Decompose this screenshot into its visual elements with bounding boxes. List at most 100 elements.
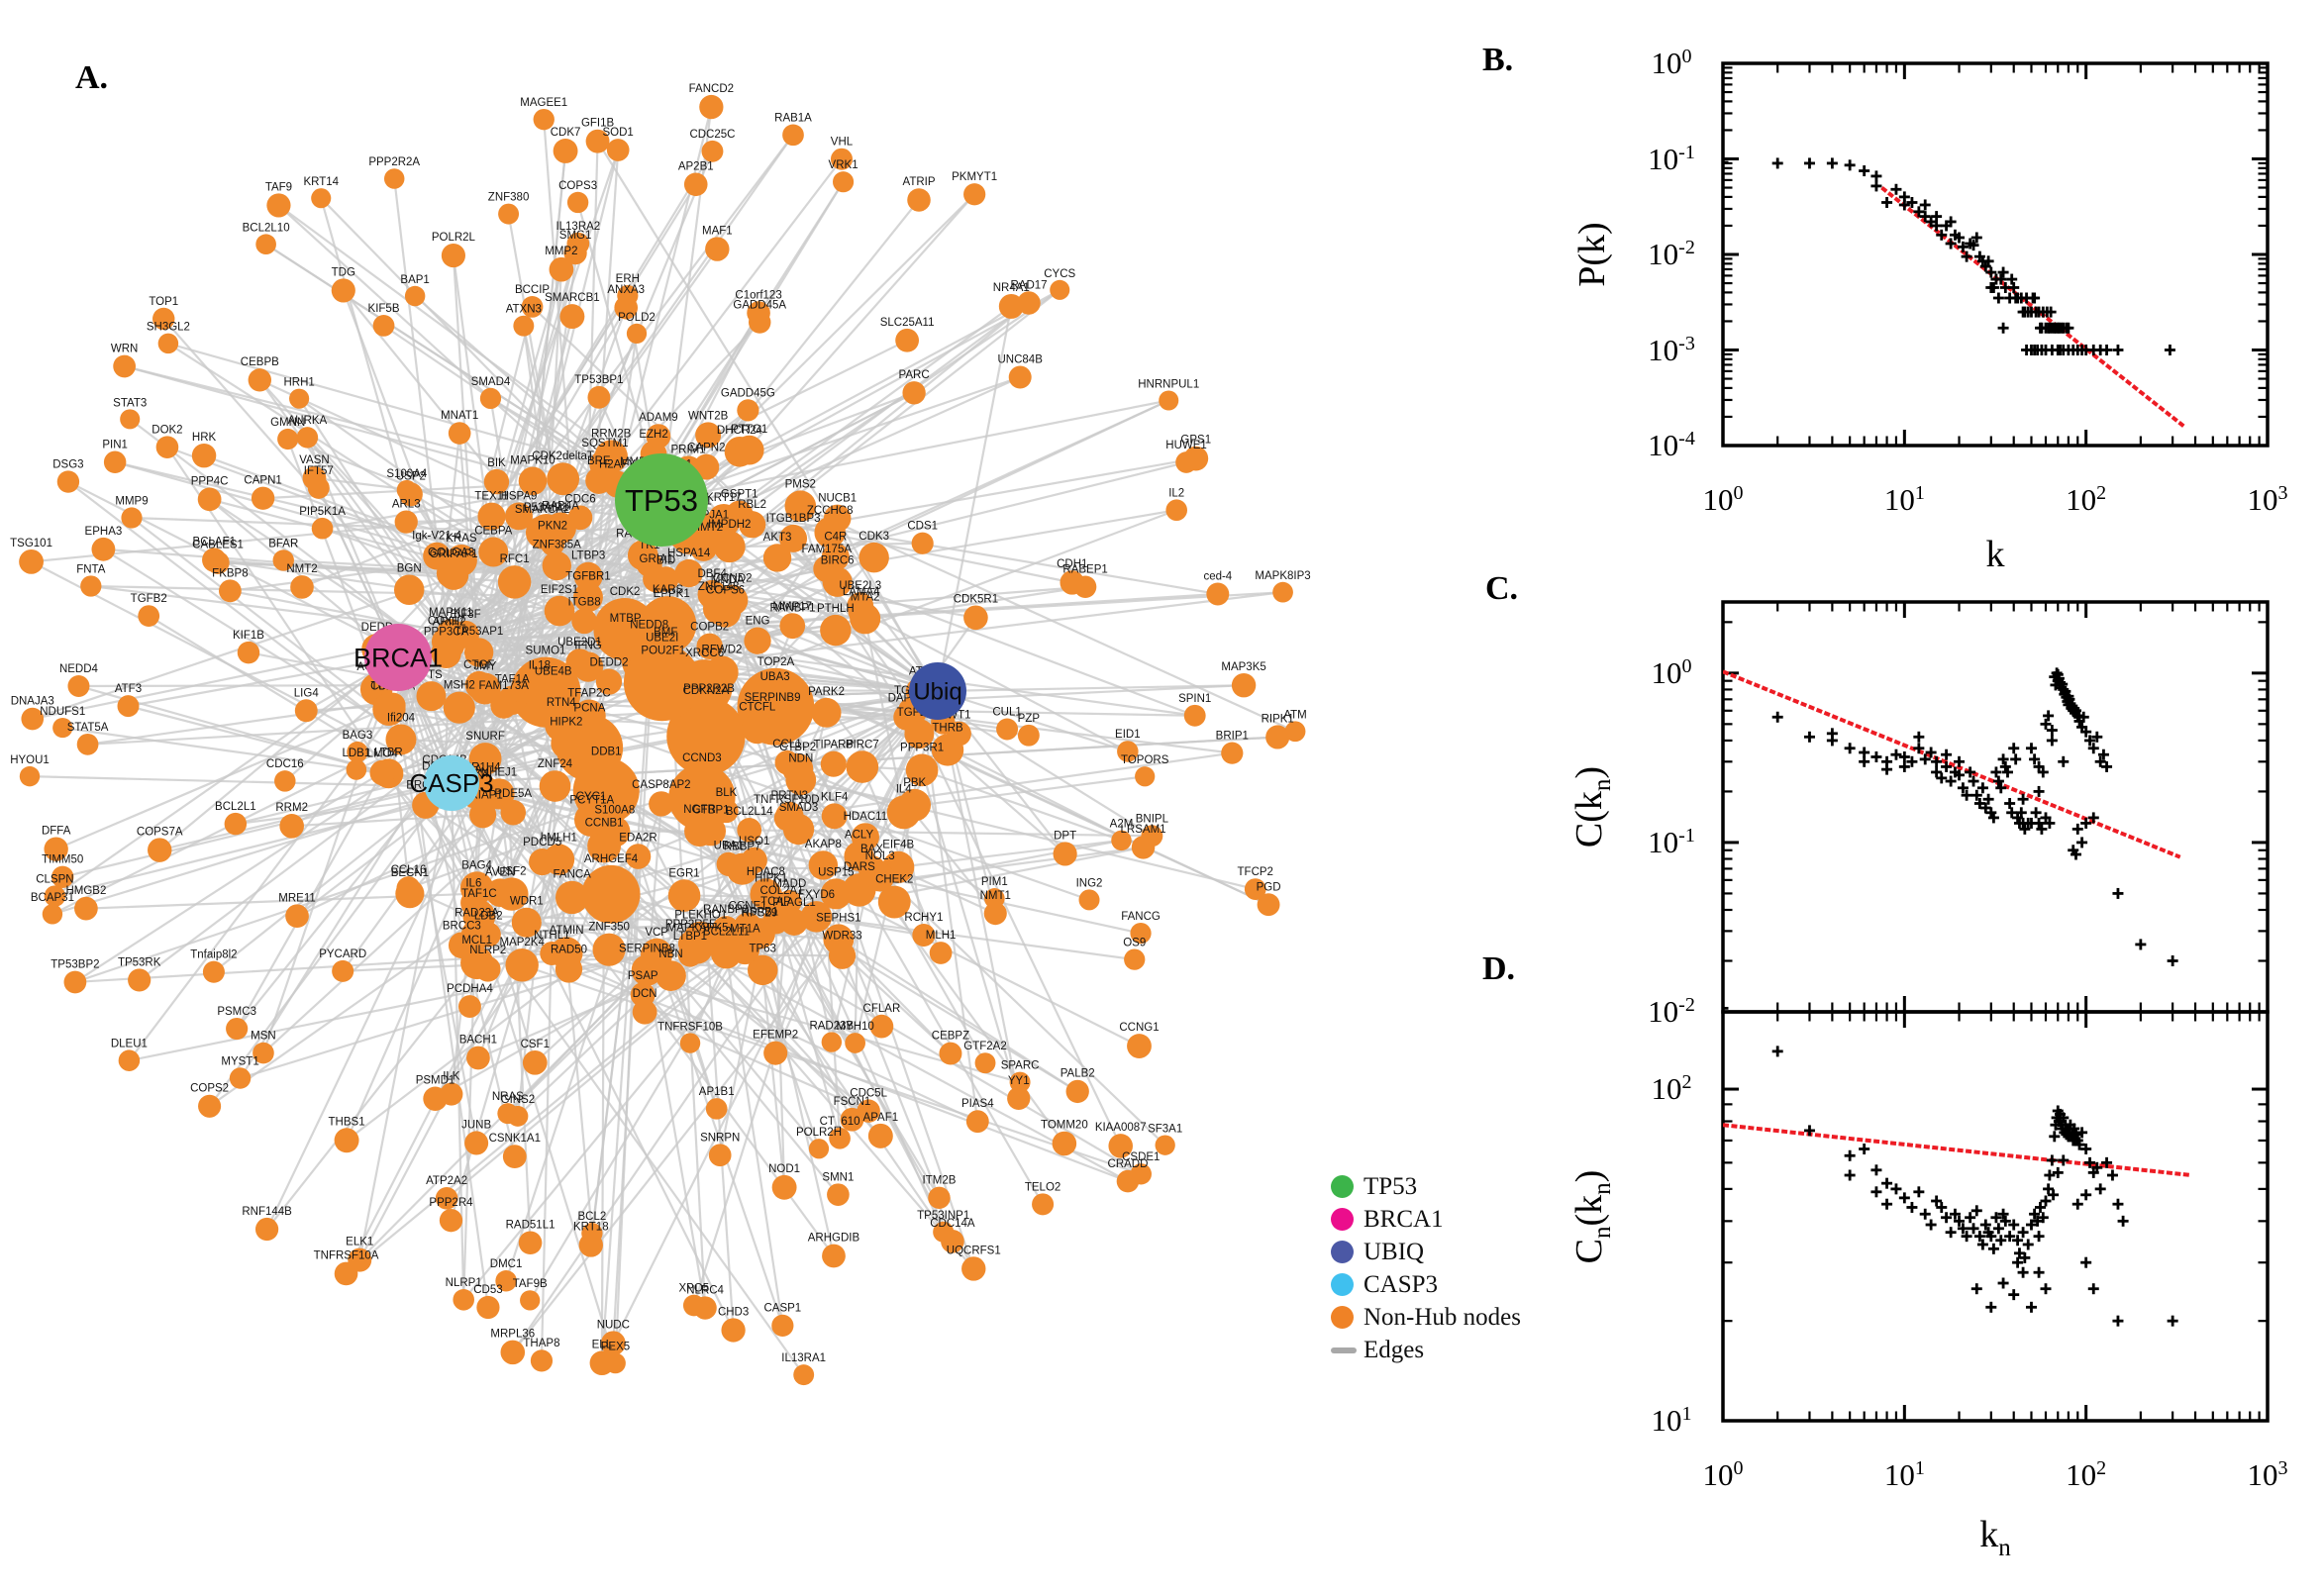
network-panel: CDKN2A CDK2 PCNA NEDD8 KARS DDB1 ARHGEF4 XRCC6 C… [10, 83, 1311, 1386]
network-node-label: MTBP [610, 613, 642, 625]
network-node [1127, 1034, 1152, 1058]
network-node-label: RAD50 [551, 944, 587, 955]
y-tick-label: 100 [1651, 45, 1692, 81]
network-node [500, 799, 527, 826]
network-node-label: BRIP1 [1216, 731, 1249, 743]
network-node [1065, 1079, 1089, 1104]
network-node [649, 638, 682, 671]
network-node [507, 1105, 529, 1127]
network-node-label: UBE2L3 [839, 580, 881, 592]
panel-d-label: D. [1482, 950, 1516, 987]
network-node [632, 999, 657, 1025]
network-node [775, 801, 804, 831]
network-node [218, 579, 242, 603]
network-node-label: TIPARP [813, 740, 854, 751]
network-node-label: THRB [932, 722, 963, 734]
network-node-label: HRK [192, 432, 217, 444]
network-node-label: PCDHA4 [447, 983, 493, 995]
network-node-label: LTBR [374, 747, 403, 758]
network-node-label: CCND3 [682, 752, 722, 764]
y-tick-label: 10-2 [1648, 993, 1695, 1030]
network-node-label: RRM2 [275, 802, 308, 814]
network-node-label: PYCARD [319, 948, 366, 960]
legend-circle-swatch [1331, 1208, 1354, 1231]
network-node [255, 234, 276, 255]
network-node-label: PPP2R2A [368, 156, 420, 168]
network-node [224, 812, 248, 836]
network-node [800, 901, 833, 933]
network-node-label: SQSTM1 [581, 438, 628, 449]
network-node-label: CTBP1 [693, 804, 730, 816]
network-node [19, 549, 44, 574]
network-node-label: DBF4 [697, 568, 727, 580]
network-node [1052, 1131, 1077, 1156]
network-node [440, 1082, 463, 1106]
network-node [529, 848, 556, 876]
network-node-label: BLK [716, 787, 738, 799]
network-node [821, 1032, 843, 1052]
network-node-label: TNFRSF10A [314, 1250, 379, 1262]
network-node [858, 542, 889, 573]
network-node [19, 765, 41, 787]
x-tick-label: 100 [1702, 481, 1744, 518]
network-node [846, 750, 879, 783]
network-node-label: MSN [251, 1031, 276, 1043]
network-node-label: FSCN1 [834, 1096, 871, 1108]
y-tick-label: 10-2 [1648, 236, 1695, 272]
network-node-label: TIMM50 [42, 854, 83, 866]
network-node-label: ZNF148 [698, 581, 740, 593]
panel-b-label: B. [1482, 42, 1514, 78]
network-node-label: CDKN2A [683, 685, 730, 697]
network-node-label: MMP9 [115, 495, 148, 507]
network-node [808, 1139, 830, 1159]
network-node-label: NDN [788, 752, 813, 764]
legend-edge-swatch [1331, 1347, 1357, 1353]
network-node [274, 770, 296, 792]
network-node [928, 1186, 951, 1210]
network-node [383, 168, 405, 189]
network-node-label: USO1 [739, 836, 769, 848]
network-node [965, 1110, 989, 1134]
network-node-label: DHCR24 [717, 425, 763, 437]
network-node-label: S100A4 [386, 468, 428, 480]
network-node [1008, 365, 1032, 389]
network-node-label: Ifi204 [387, 712, 416, 724]
network-node-label: UNC84B [998, 353, 1044, 365]
network-node-label: DARS [844, 861, 875, 873]
network-node-label: SLC25A11 [880, 317, 935, 329]
network-node [895, 328, 920, 352]
network-node [1206, 582, 1230, 606]
network-node-label: BID [656, 554, 675, 566]
legend-item-edges: Edges [1331, 1334, 1628, 1366]
network-node-label: ZNF24 [538, 758, 573, 770]
network-node-label: MAP2K4 [499, 937, 545, 948]
axis-ticks [1721, 602, 2270, 1014]
network-node [521, 295, 544, 318]
network-node-label: PLEKHO1 [674, 910, 727, 922]
network-node-label: SERPINB9 [745, 692, 801, 704]
network-node-label: VCP [645, 927, 668, 939]
network-node [763, 1041, 788, 1065]
network-node [202, 960, 225, 983]
network-node-label: ARHGEF4 [584, 853, 639, 865]
network-node-label: HRH1 [283, 377, 314, 389]
network-node-label: CUL1 [992, 707, 1021, 719]
network-node-label: TAF9B [513, 1278, 548, 1290]
scatter-points [1723, 667, 2178, 1012]
y-tick-label: 10-3 [1648, 332, 1695, 367]
network-node [643, 565, 670, 593]
network-node-label: LTBP1 [673, 931, 707, 943]
panel-d-plot [1721, 1010, 2270, 1423]
network-node [592, 933, 626, 966]
network-node-label: ATMIN [550, 925, 584, 937]
network-node [1053, 842, 1077, 866]
network-node [226, 1017, 249, 1041]
network-node-label: DDB1 [591, 746, 622, 757]
network-node [695, 422, 722, 449]
network-node [771, 1314, 794, 1337]
hub-node-label: CASP3 [409, 768, 493, 798]
network-node-label: SMG1 [559, 230, 592, 242]
network-node-label: KARS [653, 584, 684, 596]
network-node [277, 428, 299, 450]
network-node [404, 285, 426, 307]
